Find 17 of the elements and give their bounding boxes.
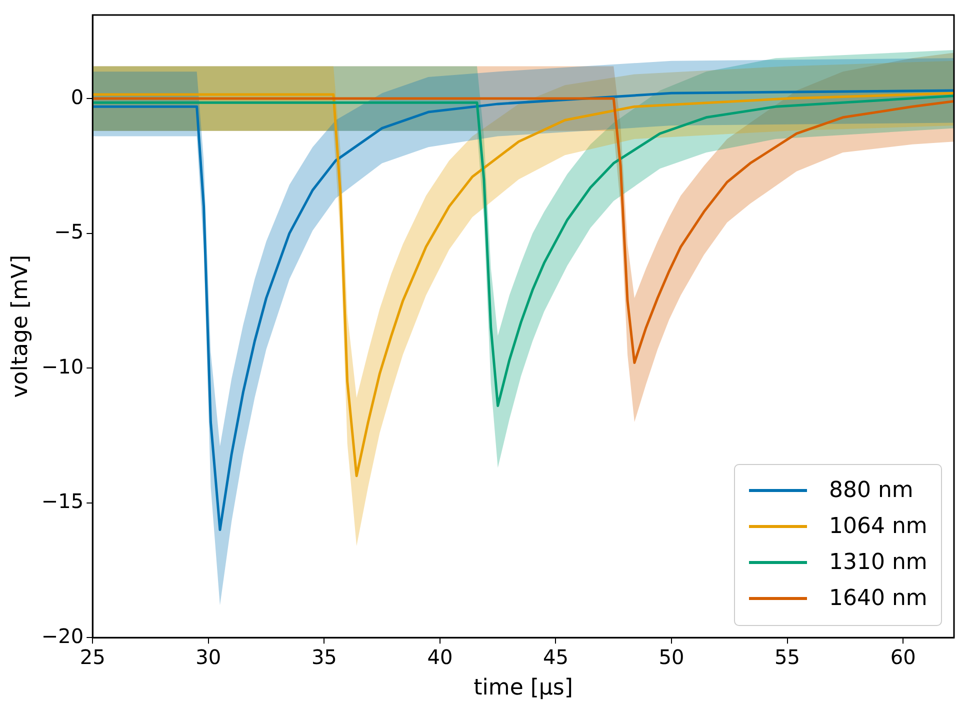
- y-tick-label: −15: [41, 489, 84, 514]
- x-tick-label: 35: [311, 644, 337, 669]
- legend-label: 880 nm: [829, 478, 914, 504]
- x-tick-label: 45: [542, 644, 568, 669]
- y-tick-label: −10: [41, 354, 84, 378]
- y-tick-label: −5: [54, 220, 84, 244]
- y-axis-title: voltage [mV]: [8, 254, 33, 398]
- y-tick-label: 0: [70, 84, 84, 109]
- legend-label: 1640 nm: [829, 586, 928, 612]
- legend-label: 1310 nm: [829, 550, 928, 576]
- x-tick-label: 60: [890, 644, 916, 669]
- legend-label: 1064 nm: [829, 514, 928, 540]
- x-axis-title: time [μs]: [474, 676, 573, 701]
- x-tick-label: 50: [658, 644, 684, 669]
- x-tick-label: 55: [774, 644, 800, 669]
- x-tick-label: 40: [427, 644, 453, 669]
- x-tick-label: 30: [196, 644, 222, 669]
